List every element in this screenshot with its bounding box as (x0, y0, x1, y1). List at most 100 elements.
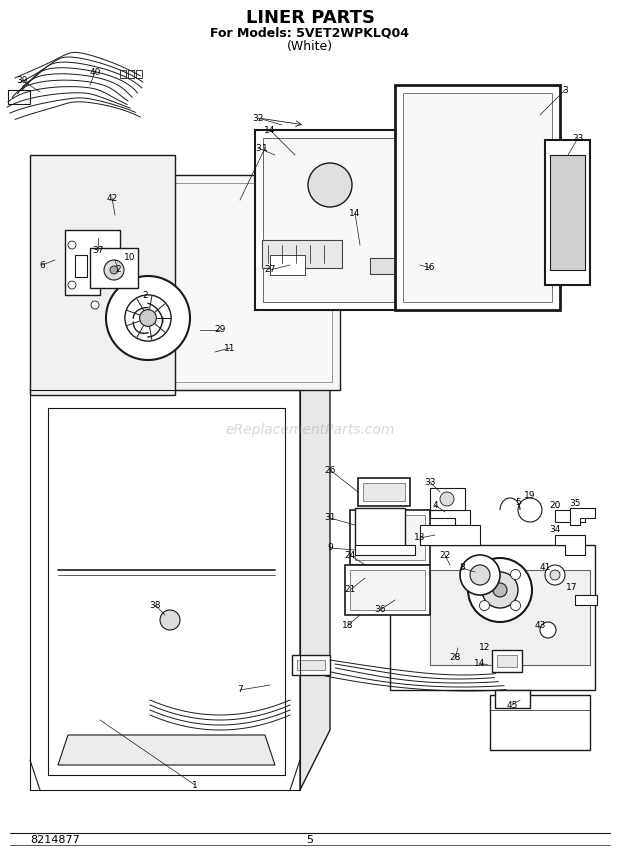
Circle shape (160, 610, 180, 630)
Bar (270, 255, 305, 275)
Circle shape (460, 555, 500, 595)
Text: 2: 2 (115, 265, 121, 275)
Bar (93, 183, 332, 382)
Circle shape (482, 572, 518, 608)
Text: 13: 13 (414, 533, 426, 543)
Circle shape (479, 569, 489, 580)
Bar (255, 130, 430, 310)
Bar (292, 655, 330, 675)
Text: 31: 31 (324, 514, 336, 522)
Circle shape (104, 260, 124, 280)
Text: (White): (White) (287, 39, 333, 52)
Polygon shape (30, 330, 330, 390)
Text: 8: 8 (459, 563, 465, 573)
Text: 14: 14 (474, 658, 485, 668)
Circle shape (468, 558, 532, 622)
Bar (75, 255, 87, 277)
Text: 8214877: 8214877 (30, 835, 80, 845)
Circle shape (540, 622, 556, 638)
Text: 1: 1 (192, 781, 198, 789)
Bar (550, 155, 585, 270)
Circle shape (440, 492, 454, 506)
Text: For Models: 5VET2WPKLQ04: For Models: 5VET2WPKLQ04 (211, 27, 409, 39)
Text: 28: 28 (450, 653, 461, 663)
Text: 33: 33 (424, 478, 436, 486)
Bar (120, 70, 126, 78)
Text: 19: 19 (525, 490, 536, 500)
Text: 4: 4 (432, 501, 438, 509)
Text: 1: 1 (262, 144, 268, 152)
Text: 41: 41 (539, 563, 551, 573)
Bar (495, 690, 530, 708)
Text: 35: 35 (569, 498, 581, 508)
Text: 3: 3 (255, 144, 261, 152)
Bar (545, 140, 590, 285)
Circle shape (550, 570, 560, 580)
Text: 24: 24 (344, 550, 356, 560)
Circle shape (470, 565, 490, 585)
Bar (363, 483, 405, 501)
Bar (355, 545, 415, 555)
Bar (430, 570, 590, 665)
Text: 3: 3 (562, 86, 568, 94)
Text: 12: 12 (479, 644, 490, 652)
Text: 14: 14 (264, 126, 276, 134)
Text: 16: 16 (424, 264, 436, 272)
Bar (297, 660, 325, 670)
Text: 5: 5 (515, 497, 521, 507)
Bar (358, 478, 410, 506)
Circle shape (518, 498, 542, 522)
Circle shape (125, 295, 171, 341)
Circle shape (510, 569, 521, 580)
Bar (345, 565, 430, 615)
Polygon shape (555, 535, 585, 555)
Text: 11: 11 (224, 343, 236, 353)
Text: 40: 40 (89, 68, 100, 76)
Polygon shape (58, 735, 275, 765)
Circle shape (140, 310, 156, 326)
Circle shape (68, 281, 76, 289)
Bar (555, 510, 585, 522)
Bar (90, 248, 138, 288)
Text: 22: 22 (440, 550, 451, 560)
Text: 5: 5 (306, 835, 314, 845)
Circle shape (106, 276, 190, 360)
Text: 29: 29 (215, 325, 226, 335)
Bar (263, 138, 422, 302)
Text: 10: 10 (124, 253, 136, 263)
Bar (350, 510, 430, 565)
Circle shape (308, 163, 352, 207)
Bar (492, 650, 522, 672)
Text: 32: 32 (252, 114, 264, 122)
Polygon shape (300, 330, 330, 790)
Bar (85, 175, 340, 390)
Bar (8, 90, 30, 104)
Text: 9: 9 (327, 544, 333, 552)
Polygon shape (65, 230, 120, 295)
Circle shape (68, 241, 76, 249)
Polygon shape (570, 508, 595, 525)
Text: 20: 20 (549, 501, 560, 509)
Circle shape (493, 583, 507, 597)
Circle shape (479, 601, 489, 610)
Circle shape (110, 266, 118, 274)
Text: 7: 7 (237, 686, 243, 694)
Bar (350, 570, 425, 610)
Text: 2: 2 (142, 290, 148, 300)
Text: 36: 36 (374, 605, 386, 615)
Bar (403, 93, 552, 302)
Bar (575, 595, 597, 605)
Bar (395, 85, 560, 310)
Text: 45: 45 (507, 700, 518, 710)
Text: 18: 18 (342, 621, 354, 629)
Text: 23: 23 (572, 134, 583, 142)
Text: 39: 39 (16, 75, 28, 85)
Text: 34: 34 (549, 526, 560, 534)
Bar (128, 70, 134, 78)
Text: 21: 21 (344, 586, 356, 595)
Bar (355, 515, 425, 560)
Polygon shape (430, 510, 470, 525)
Text: 42: 42 (107, 193, 118, 203)
Bar (490, 695, 590, 750)
Bar (370, 258, 420, 274)
